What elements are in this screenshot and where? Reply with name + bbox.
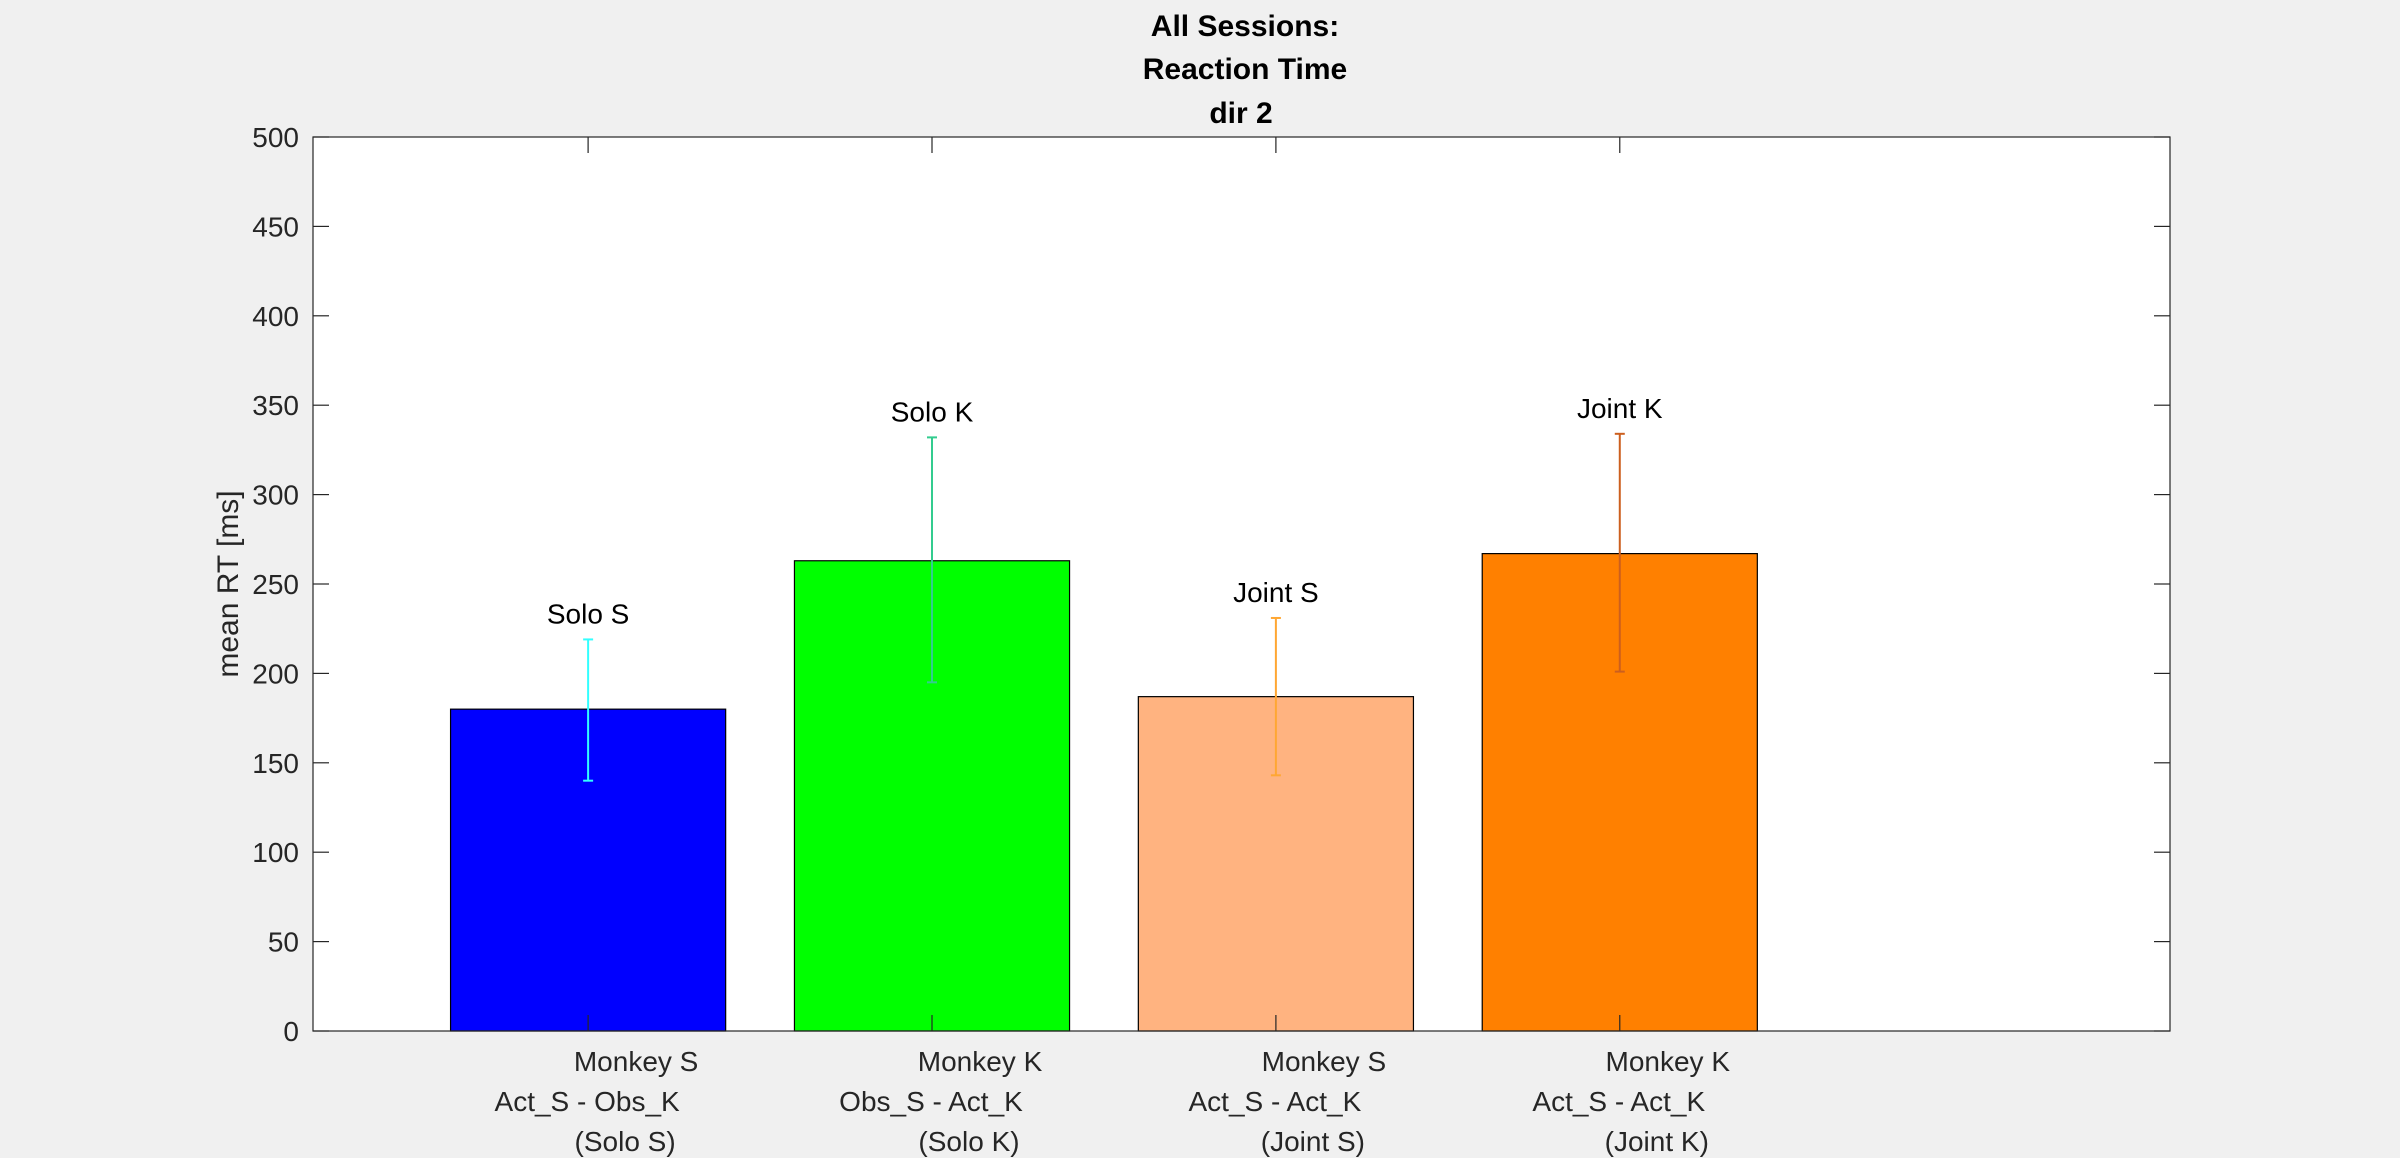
x-tick-label: (Joint S) (1261, 1126, 1365, 1157)
y-tick-label: 150 (252, 748, 299, 779)
bar-labels: Solo S Solo K Joint S Joint K (547, 393, 1663, 630)
x-tick-label: (Solo S) (575, 1126, 676, 1157)
chart-title-line-2: Reaction Time (1143, 53, 1348, 86)
y-tick-label: 300 (252, 480, 299, 511)
y-axis-label: mean RT [ms] (212, 490, 245, 677)
bar-label: Joint K (1577, 393, 1663, 424)
x-tick-label: Act_S - Act_K (1532, 1086, 1705, 1117)
x-tick-label: Monkey S (1262, 1046, 1387, 1077)
x-tick-label: Monkey S (574, 1046, 699, 1077)
chart-title-line-3: dir 2 (1209, 97, 1272, 130)
x-tick-label: Act_S - Obs_K (495, 1086, 681, 1117)
y-tick-label: 200 (252, 658, 299, 689)
x-tick-label: Act_S - Act_K (1189, 1086, 1362, 1117)
x-tick-label: Monkey K (918, 1046, 1043, 1077)
y-tick-label: 50 (268, 927, 299, 958)
bar-label: Solo S (547, 598, 630, 629)
y-tick-label: 100 (252, 837, 299, 868)
y-tick-label: 500 (252, 122, 299, 153)
x-tick-label: (Solo K) (918, 1126, 1019, 1157)
chart-title-line-1: All Sessions: (1151, 10, 1339, 43)
error-bars (583, 432, 1625, 782)
y-tick-label: 0 (283, 1016, 299, 1047)
axes (312, 136, 2171, 1032)
y-tick-label: 400 (252, 301, 299, 332)
x-tick-label: Monkey K (1606, 1046, 1731, 1077)
x-tick-labels: Monkey S Act_S - Obs_K (Solo S) Monkey K Obs… (495, 1046, 1731, 1157)
y-tick-label: 450 (252, 211, 299, 242)
y-tick-labels: 0 50 100 150 200 250 300 350 400 450 500 (252, 122, 299, 1047)
bar-label: Joint S (1233, 577, 1319, 608)
bar-label: Solo K (891, 396, 974, 427)
chart-title: All Sessions: Reaction Time dir 2 (1143, 10, 1348, 130)
x-tick-label: (Joint K) (1605, 1126, 1709, 1157)
x-tick-label: Obs_S - Act_K (839, 1086, 1023, 1117)
y-tick-label: 350 (252, 390, 299, 421)
y-tick-label: 250 (252, 569, 299, 600)
